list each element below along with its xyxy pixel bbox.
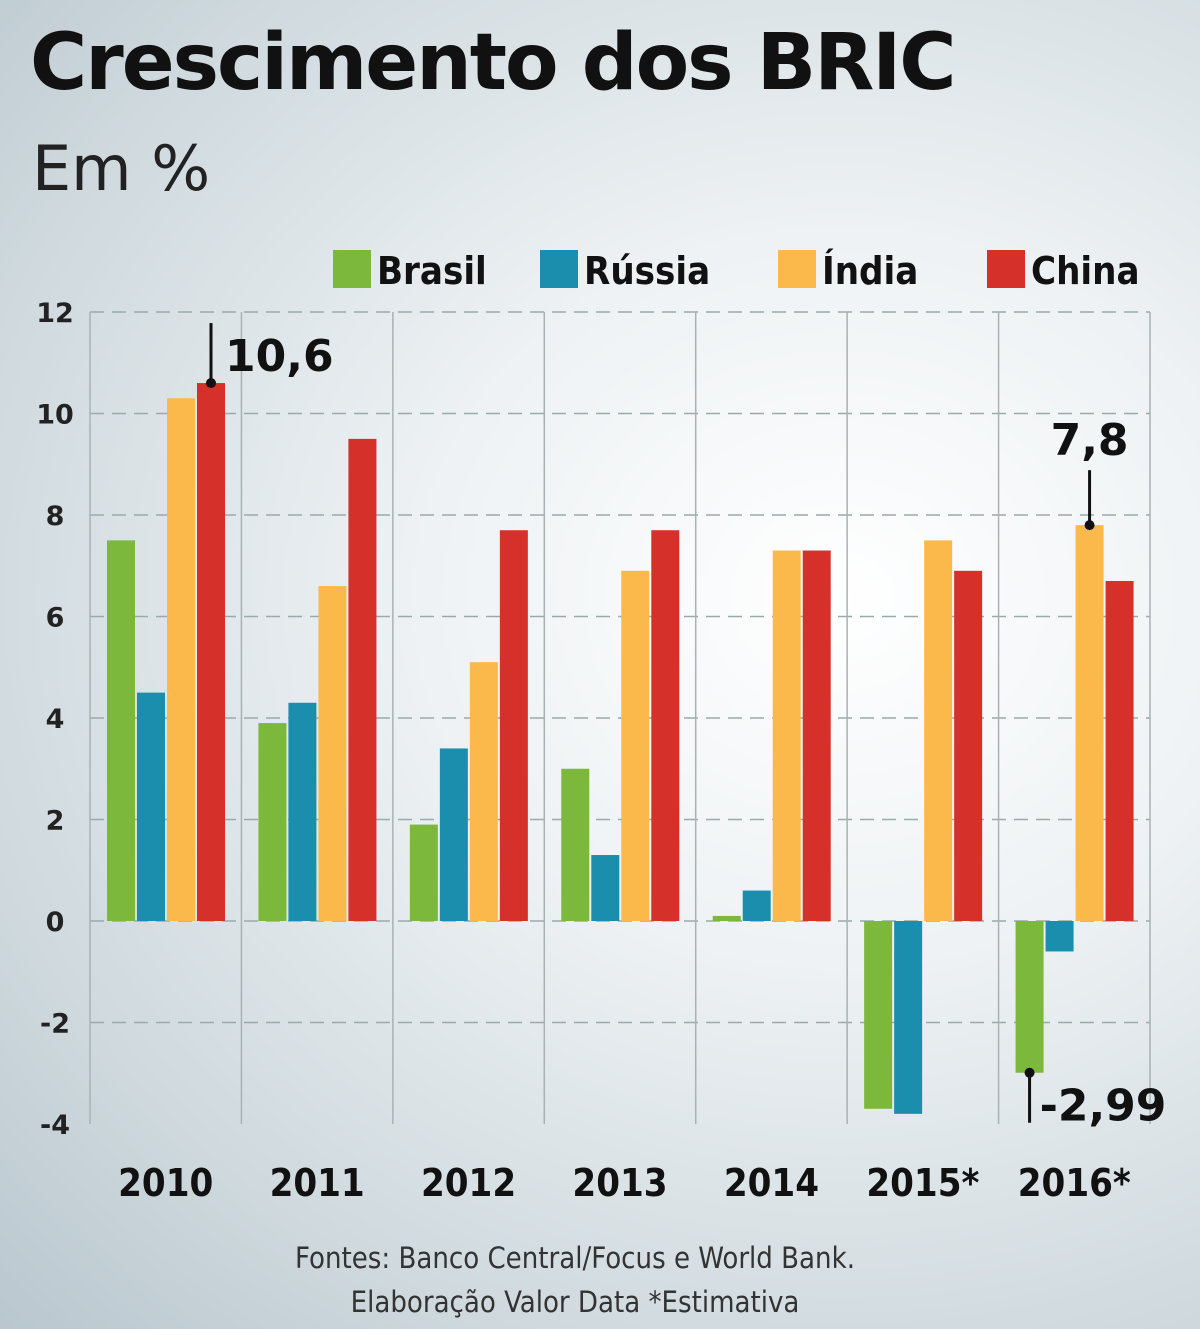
bar-rússia-2011 [288, 702, 317, 921]
y-tick-label: 12 [36, 298, 74, 329]
source-note: Fontes: Banco Central/Focus e World Bank… [0, 1236, 1150, 1324]
bar-rússia-2010 [137, 692, 165, 921]
bar-índia-2011 [318, 586, 347, 921]
y-tick-label: 10 [36, 400, 74, 431]
bar-índia-2012 [469, 662, 498, 921]
x-tick-label: 2012 [421, 1161, 516, 1205]
legend-swatch [540, 250, 578, 288]
source-text: Fontes: Banco Central/Focus e World Bank… [295, 1241, 855, 1275]
annotation-label: -2,99 [1040, 1081, 1167, 1132]
bar-china-2013 [651, 530, 680, 921]
y-tick-label: -2 [40, 1009, 70, 1040]
bar-brasil-2011 [258, 723, 287, 921]
bar-china-2012 [499, 530, 528, 921]
bar-china-2010 [197, 383, 225, 921]
x-tick-label: 2014 [724, 1161, 819, 1205]
x-tick-label: 2015* [866, 1161, 979, 1205]
legend-label: Rússia [584, 249, 710, 293]
y-tick-label: 0 [46, 907, 65, 938]
bar-índia-2010 [167, 398, 195, 921]
chart-subtitle: Em % [32, 132, 211, 205]
estimate-note: Elaboração Valor Data *Estimativa [350, 1285, 800, 1319]
legend-label: Brasil [377, 249, 487, 293]
bar-brasil-2010 [107, 540, 135, 921]
chart-title: Crescimento dos BRIC [30, 18, 957, 108]
bar-índia-2013 [621, 570, 650, 921]
y-tick-label: -4 [40, 1110, 70, 1141]
bar-rússia-2015 [894, 921, 923, 1114]
x-tick-label: 2010 [118, 1161, 213, 1205]
legend-swatch [987, 250, 1025, 288]
legend-label: China [1031, 249, 1140, 293]
legend-label: Índia [822, 249, 918, 293]
bar-índia-2014 [772, 550, 801, 921]
x-tick-label: 2013 [572, 1161, 667, 1205]
bar-brasil-2013 [561, 768, 590, 921]
bar-china-2014 [802, 550, 831, 921]
bar-rússia-2013 [591, 855, 620, 921]
annotation-label: 10,6 [225, 331, 334, 382]
bar-brasil-2016 [1015, 921, 1044, 1073]
annotation-label: 7,8 [1051, 415, 1129, 466]
bar-índia-2016 [1075, 525, 1104, 921]
bar-brasil-2012 [409, 824, 438, 921]
bar-china-2011 [348, 438, 377, 921]
bar-índia-2015 [924, 540, 953, 921]
bar-rússia-2014 [742, 890, 771, 921]
x-tick-label: 2016* [1018, 1161, 1131, 1205]
bar-china-2015 [954, 570, 983, 921]
legend-swatch [778, 250, 816, 288]
legend-swatch [333, 250, 371, 288]
bar-brasil-2014 [712, 915, 741, 921]
x-tick-label: 2011 [270, 1161, 365, 1205]
bar-brasil-2015 [864, 921, 893, 1109]
bar-rússia-2016 [1045, 921, 1074, 952]
y-tick-label: 4 [46, 704, 65, 735]
y-tick-label: 2 [46, 806, 65, 837]
bar-china-2016 [1105, 580, 1134, 921]
y-tick-label: 6 [46, 603, 65, 634]
bar-rússia-2012 [439, 748, 468, 921]
y-tick-label: 8 [46, 501, 65, 532]
